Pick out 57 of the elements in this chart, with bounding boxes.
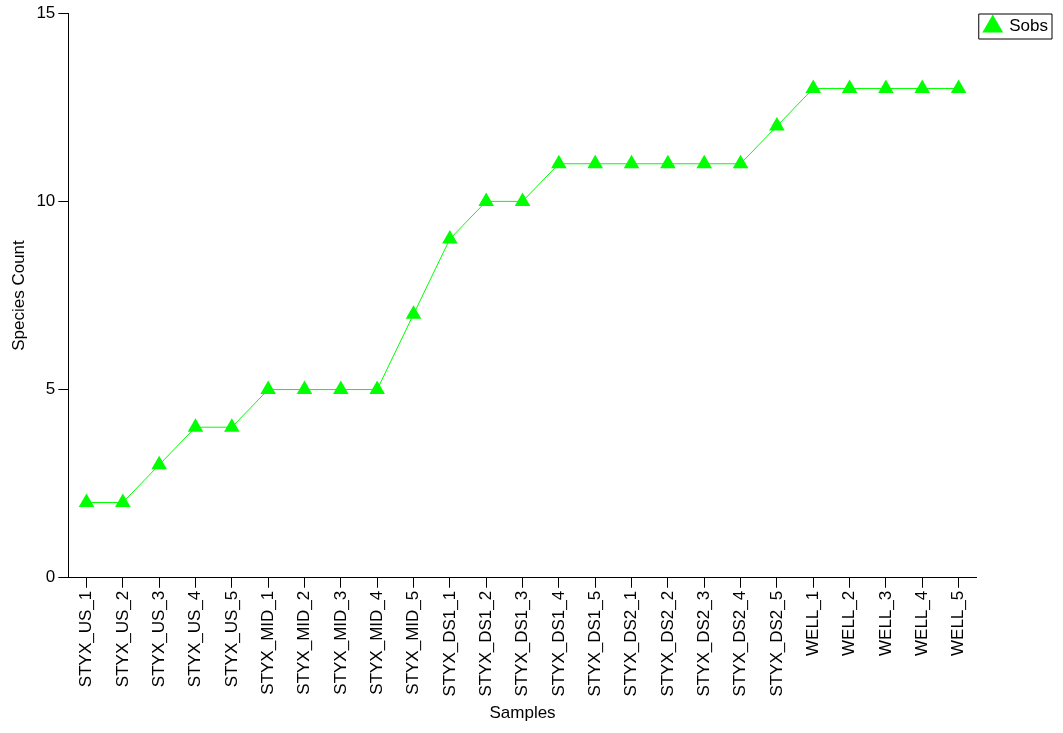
- x-tick-label: STYX_US_2: [112, 590, 132, 688]
- y-axis-title: Species Count: [8, 239, 28, 351]
- x-tick-label: STYX_MID_2: [294, 590, 314, 695]
- point: [914, 79, 931, 93]
- x-tick-label: STYX_DS2_3: [693, 590, 713, 697]
- point: [769, 117, 785, 131]
- point: [405, 305, 422, 319]
- x-tick-label: WELL_3: [875, 590, 895, 656]
- legend-label: Sobs: [1009, 16, 1048, 36]
- point: [841, 79, 858, 93]
- x-tick-label: STYX_DS2_1: [621, 590, 641, 697]
- x-tick-label: STYX_DS1_3: [512, 590, 532, 697]
- point: [732, 154, 749, 169]
- x-tick-label: STYX_MID_1: [257, 590, 277, 695]
- x-tick-label: STYX_DS1_2: [475, 590, 495, 697]
- point: [369, 380, 385, 395]
- x-tick-label: WELL_2: [839, 590, 859, 656]
- point: [478, 192, 494, 206]
- point: [623, 154, 640, 169]
- point: [151, 455, 167, 470]
- x-tick-label: STYX_DS2_2: [657, 590, 677, 697]
- x-tick-label: STYX_US_4: [185, 590, 205, 688]
- point: [187, 418, 204, 432]
- point: [333, 380, 349, 395]
- point: [514, 192, 531, 206]
- point: [950, 79, 967, 93]
- x-tick-label: STYX_US_5: [221, 590, 241, 688]
- x-tick-label: STYX_DS2_4: [730, 590, 750, 697]
- point: [296, 380, 313, 395]
- point: [551, 154, 567, 169]
- x-axis-title: Samples: [489, 703, 556, 723]
- y-tick-label: 0: [45, 567, 56, 587]
- x-tick-label: STYX_DS1_1: [439, 590, 459, 697]
- point: [78, 493, 95, 507]
- point: [805, 79, 822, 93]
- y-tick-label: 5: [45, 379, 56, 399]
- point: [587, 154, 603, 169]
- point: [660, 154, 676, 169]
- point: [224, 418, 240, 432]
- x-tick-label: STYX_DS1_5: [584, 590, 604, 697]
- y-tick-label: 10: [36, 191, 56, 211]
- point: [115, 493, 131, 507]
- point: [260, 380, 276, 395]
- x-tick-label: WELL_5: [948, 590, 968, 656]
- y-tick-label: 15: [36, 2, 56, 22]
- x-tick-label: STYX_DS2_5: [766, 590, 786, 697]
- x-tick-label: STYX_MID_4: [366, 590, 386, 695]
- x-tick-label: WELL_4: [911, 590, 931, 656]
- x-tick-label: STYX_US_1: [76, 590, 96, 688]
- x-tick-label: STYX_DS1_4: [548, 590, 568, 697]
- x-tick-label: STYX_MID_3: [330, 590, 350, 695]
- point: [442, 230, 458, 244]
- point: [878, 79, 894, 93]
- x-tick-label: STYX_MID_5: [403, 590, 423, 695]
- x-tick-label: WELL_1: [802, 590, 822, 656]
- point: [696, 154, 713, 169]
- x-tick-label: STYX_US_3: [148, 590, 168, 688]
